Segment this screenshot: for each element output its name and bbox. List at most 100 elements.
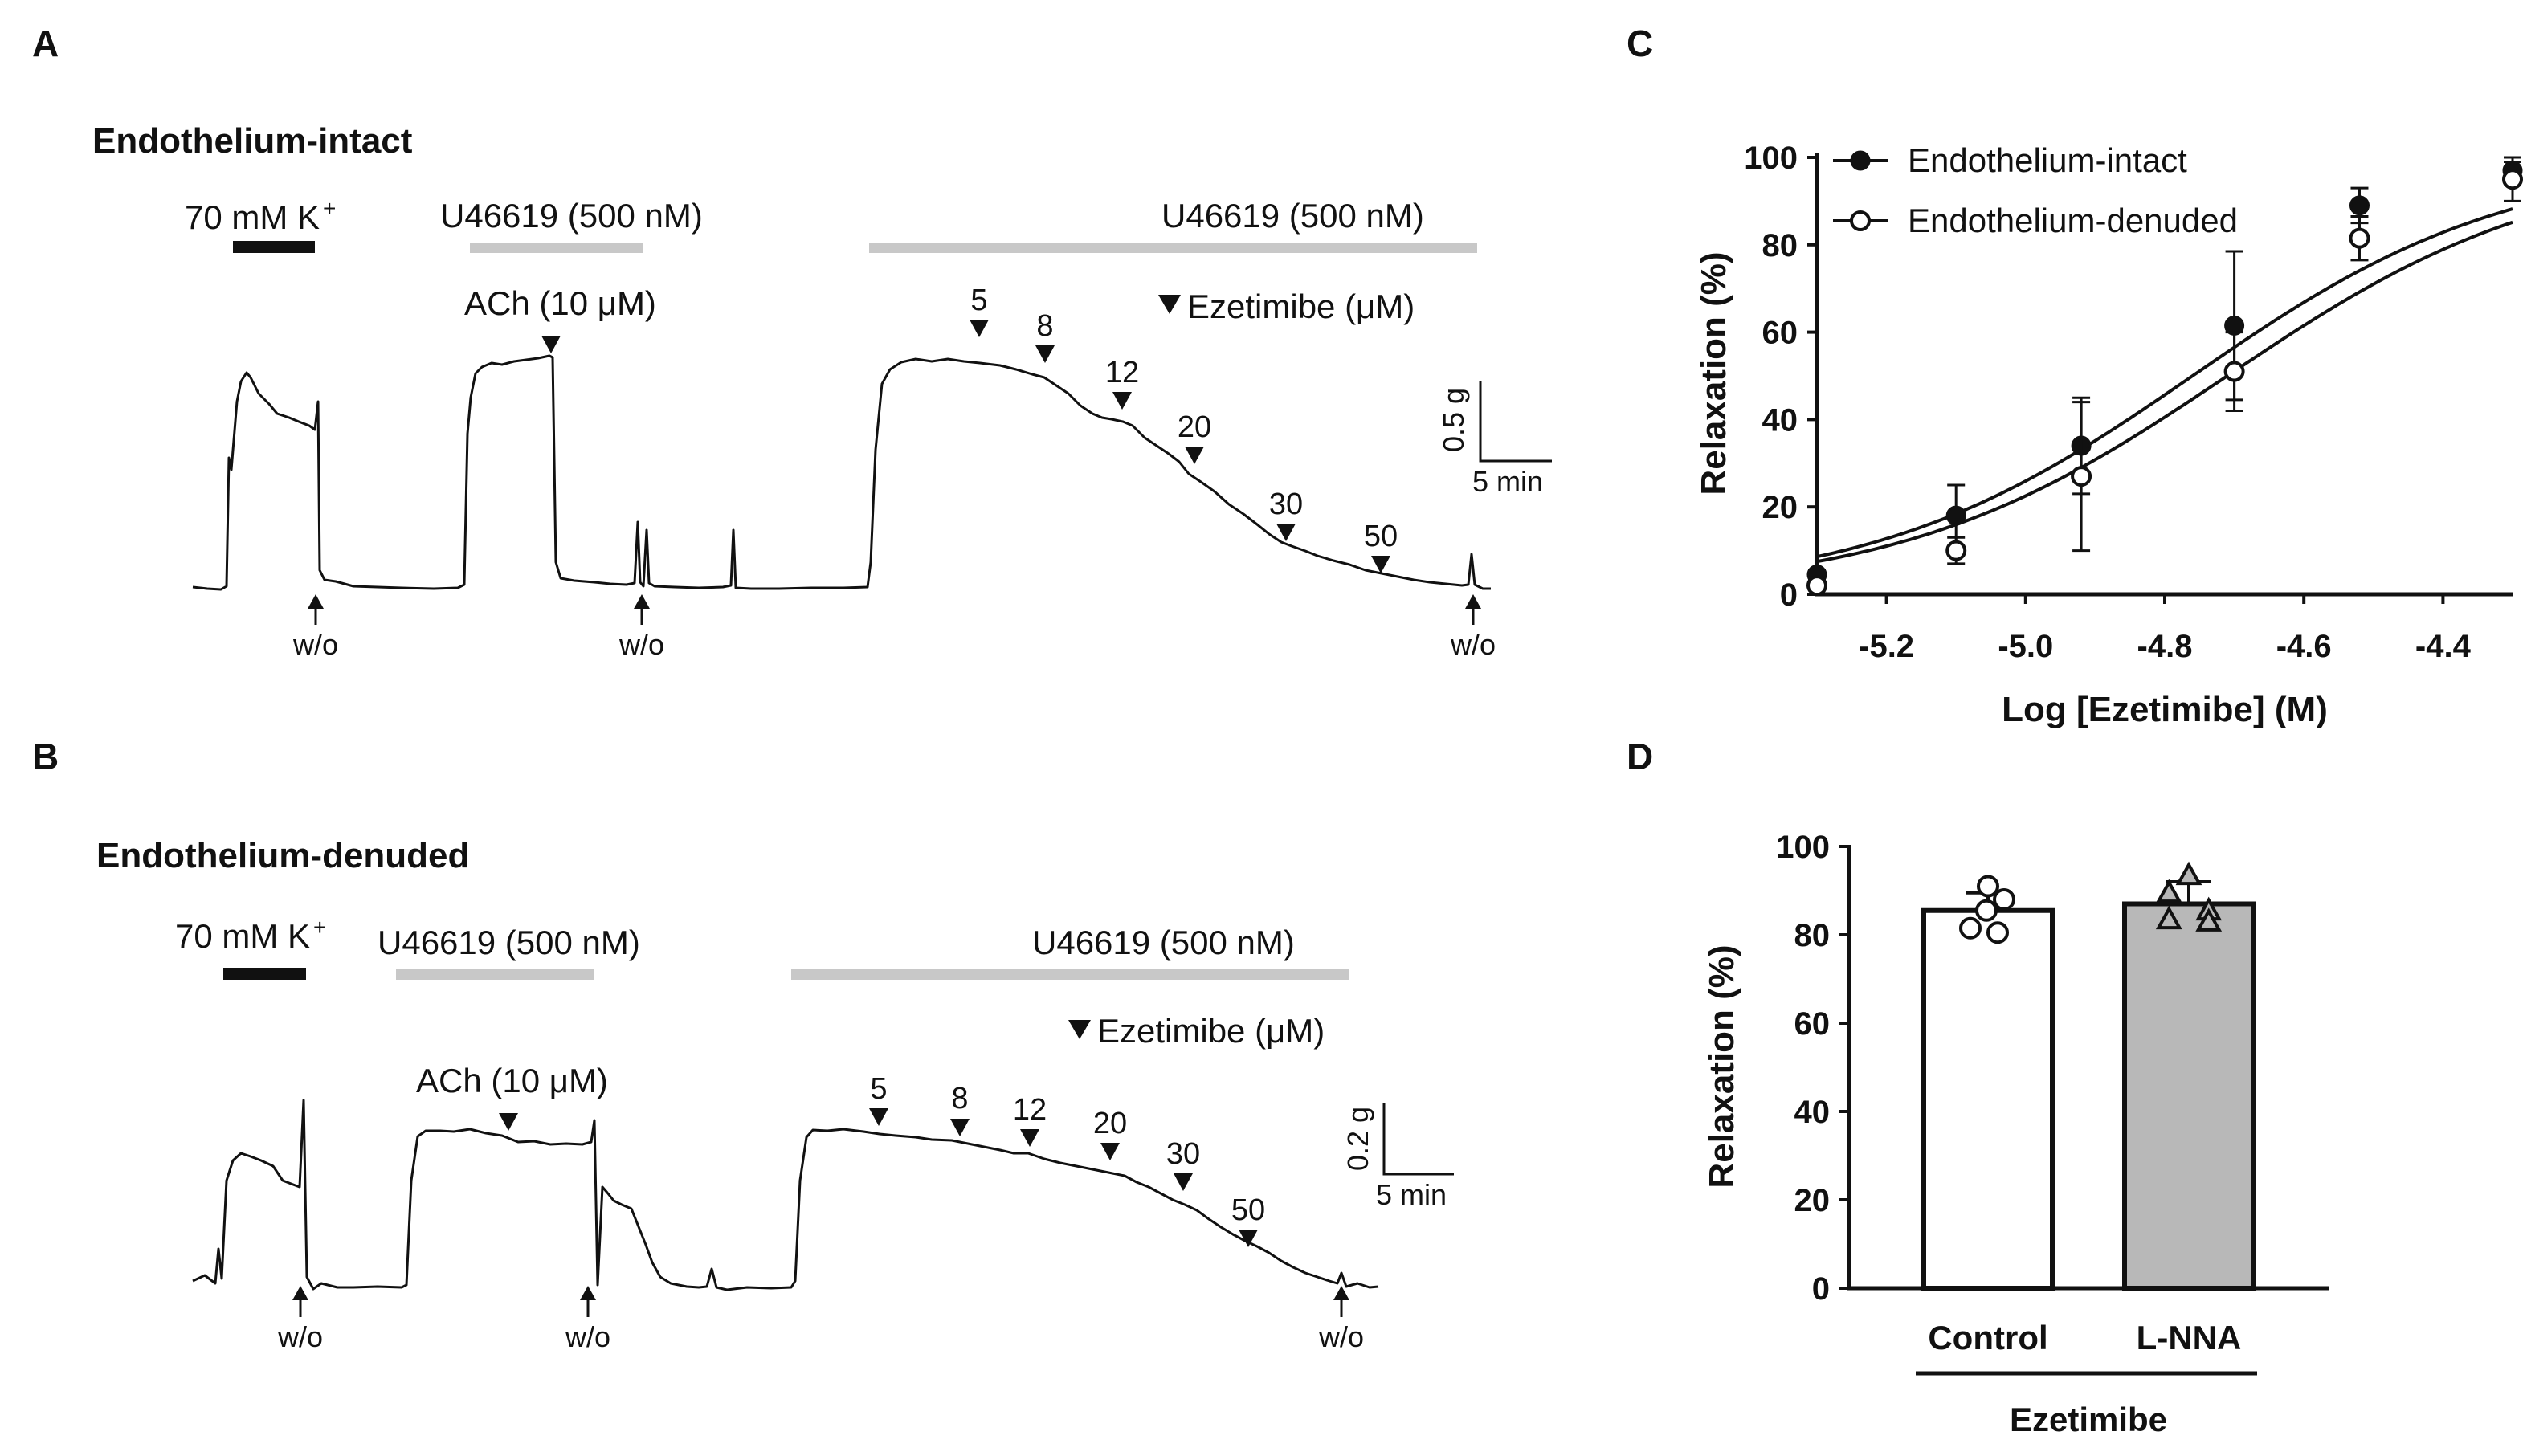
panel-b-dose-arrowhead-5 (1174, 1173, 1193, 1191)
panel-a-dose-markers: 5 8 12 20 30 50 (970, 283, 1398, 573)
panel-d-ylabel: Relaxation (%) (1702, 944, 1741, 1188)
panel-b-washout-3: w/o (1318, 1320, 1364, 1353)
panel-c: C 0 20 40 60 80 100 -5.2 -5.0 -4.8 -4.6 -4.4 Relax… (1627, 22, 2523, 729)
panel-a-dose-6: 50 (1364, 520, 1398, 553)
panel-a: A Endothelium-intact 70 mM K + U46619 (50… (32, 22, 1552, 661)
panel-c-point-denuded-0 (1806, 575, 1827, 597)
legend-label-denuded: Endothelium-denuded (1908, 202, 2238, 239)
panel-c-plot-area (1817, 207, 2513, 564)
panel-c-xtick-label-2: -4.8 (2137, 629, 2193, 664)
panel-b-ezetimibe-label: Ezetimibe (μM) (1097, 1012, 1325, 1050)
panel-b-dose-5: 30 (1166, 1137, 1200, 1171)
panel-c-ticks: 0 20 40 60 80 100 -5.2 -5.0 -4.8 -4.6 -4.4 (1744, 141, 2471, 664)
panel-c-point-denuded-3 (2223, 361, 2245, 382)
panel-c-xtick-label-0: -5.2 (1859, 629, 1914, 664)
panel-d: D 0 20 40 60 80 100 Relaxation (%) Control L-… (1627, 736, 2329, 1438)
panel-a-k-label: 70 mM K + (185, 196, 336, 236)
panel-c-ytick-label-4: 80 (1762, 228, 1798, 263)
panel-d-point-lnna-3 (2155, 905, 2182, 930)
panel-a-subtitle: Endothelium-intact (92, 121, 413, 161)
panel-a-washout-1: w/o (292, 628, 338, 661)
panel-d-point-lnna-1 (2155, 879, 2182, 903)
panel-a-dose-3: 12 (1105, 356, 1139, 389)
panel-b-dose-markers: 5 8 12 20 30 50 (869, 1072, 1265, 1247)
panel-a-ach-label: ACh (10 μM) (464, 284, 656, 322)
panel-b-dose-arrowhead-3 (1020, 1129, 1039, 1147)
panel-a-scale-x: 5 min (1472, 465, 1543, 498)
panel-c-xlabel: Log [Ezetimibe] (M) (2002, 690, 2328, 729)
panel-d-point-control-1 (1993, 888, 2015, 911)
panel-d-bar-control (1921, 907, 2055, 1291)
panel-a-scale-bar: 0.5 g 5 min (1437, 381, 1552, 498)
panel-d-point-lnna-0 (2175, 861, 2202, 886)
panel-a-washouts: w/o w/o w/o (292, 594, 1496, 661)
legend-label-intact: Endothelium-intact (1908, 141, 2187, 179)
panel-b-ezetimibe-legend-arrowhead (1068, 1020, 1091, 1039)
panel-d-ytick-label-5: 100 (1776, 830, 1830, 865)
panel-label-c: C (1627, 22, 1653, 64)
legend-marker-denuded (1850, 210, 1871, 231)
panel-d-category-lnna: L-NNA (2137, 1319, 2242, 1356)
panel-a-dose-arrowhead-2 (1035, 345, 1055, 363)
panel-d-ytick-label-1: 20 (1794, 1183, 1831, 1218)
panel-d-point-control-4 (1986, 921, 2009, 944)
panel-a-dose-1: 5 (970, 283, 987, 317)
panel-b-dose-arrowhead-1 (869, 1108, 888, 1126)
panel-b-scale-y: 0.2 g (1341, 1107, 1374, 1171)
panel-b-dose-3: 12 (1013, 1093, 1047, 1127)
panel-c-ytick-label-0: 0 (1780, 577, 1798, 613)
panel-c-xtick-label-3: -4.6 (2276, 629, 2332, 664)
panel-b-u46619-bar-1 (396, 969, 594, 980)
panel-a-washout-arrow-1 (308, 594, 324, 609)
panel-b-dose-4: 20 (1093, 1107, 1127, 1140)
panel-label-a: A (32, 22, 59, 64)
panel-b-k-label: 70 mM K + (175, 915, 326, 955)
panel-b-ach-arrowhead (499, 1113, 518, 1131)
panel-c-fit-curve-denuded (1817, 220, 2513, 564)
panel-d-point-control-3 (1959, 916, 1982, 940)
panel-b-washout-arrow-3 (1333, 1286, 1349, 1300)
panel-c-legend: Endothelium-intact Endothelium-denuded (1833, 141, 2238, 239)
panel-a-u46619-label-1: U46619 (500 nM) (440, 197, 703, 235)
panel-b-k-bar (223, 968, 306, 980)
panel-c-xtick-label-4: -4.4 (2415, 629, 2472, 664)
panel-a-washout-arrow-2 (634, 594, 650, 609)
panel-b-washout-1: w/o (277, 1320, 323, 1353)
panel-a-dose-arrowhead-3 (1112, 392, 1132, 410)
panel-b-tension-trace (192, 1099, 1379, 1291)
legend-marker-intact (1850, 150, 1871, 171)
panel-a-u46619-label-2: U46619 (500 nM) (1161, 197, 1424, 235)
panel-d-ytick-label-2: 40 (1794, 1095, 1831, 1130)
panel-c-point-intact-4 (2349, 195, 2370, 216)
panel-b-dose-arrowhead-4 (1100, 1143, 1120, 1160)
panel-a-dose-arrowhead-1 (970, 320, 989, 337)
panel-d-ytick-label-4: 80 (1794, 918, 1831, 953)
panel-d-ytick-label-3: 60 (1794, 1006, 1831, 1042)
panel-c-ytick-label-3: 60 (1762, 316, 1798, 351)
panel-c-xtick-label-1: -5.0 (1998, 629, 2053, 664)
panel-a-scale-y: 0.5 g (1437, 388, 1470, 452)
panel-b: B Endothelium-denuded 70 mM K + U46619 (5… (32, 736, 1454, 1353)
panel-c-point-denuded-1 (1945, 540, 1967, 561)
panel-a-dose-5: 30 (1269, 487, 1303, 521)
panel-b-scale-x: 5 min (1376, 1178, 1447, 1211)
panel-a-washout-arrow-3 (1465, 594, 1481, 609)
panel-a-u46619-bar-1 (470, 243, 643, 253)
panel-b-washouts: w/o w/o w/o (277, 1286, 1364, 1353)
panel-b-washout-arrow-2 (580, 1286, 596, 1300)
panel-b-dose-arrowhead-6 (1239, 1230, 1258, 1247)
panel-c-ytick-label-2: 40 (1762, 402, 1798, 438)
panel-a-washout-2: w/o (618, 628, 664, 661)
panel-d-point-control-0 (1977, 875, 1999, 898)
panel-a-tension-trace (192, 354, 1491, 591)
panel-d-bar-lnna (2122, 901, 2256, 1291)
panel-a-dose-2: 8 (1036, 309, 1053, 343)
panel-a-dose-arrowhead-4 (1185, 447, 1204, 464)
panel-b-dose-6: 50 (1231, 1193, 1265, 1227)
panel-label-b: B (32, 736, 59, 777)
panel-b-u46619-label-2: U46619 (500 nM) (1032, 924, 1295, 961)
panel-d-group-label: Ezetimibe (2010, 1401, 2167, 1438)
panel-a-dose-arrowhead-5 (1276, 524, 1296, 541)
panel-d-point-control-2 (1975, 899, 1998, 922)
panel-b-dose-arrowhead-2 (950, 1119, 970, 1136)
